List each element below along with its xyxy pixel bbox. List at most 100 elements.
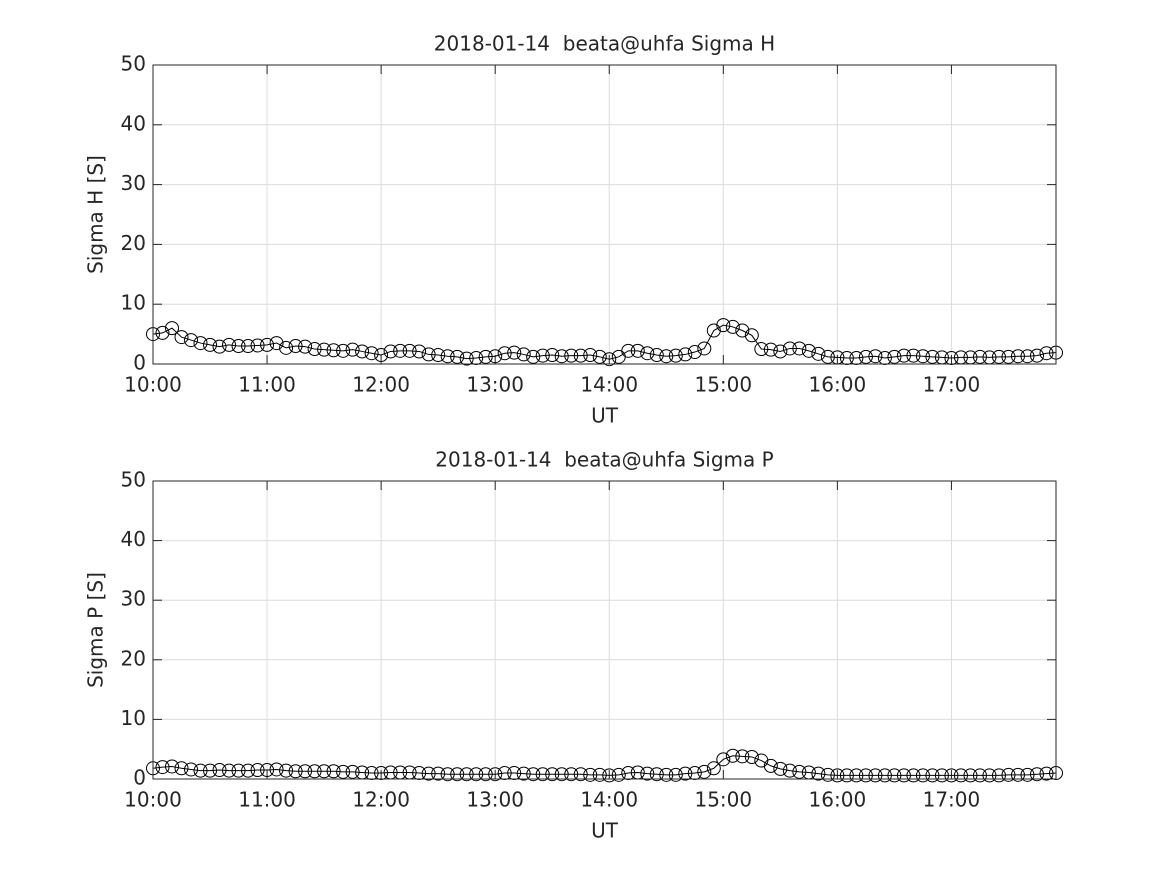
data-point [773, 761, 788, 776]
data-point [1029, 767, 1044, 782]
data-point [488, 767, 503, 782]
data-point [820, 349, 835, 364]
data-point [440, 349, 455, 364]
x-tick-label: 10:00 [124, 373, 182, 397]
data-point [516, 347, 531, 362]
data-point [193, 763, 208, 778]
data-point [668, 767, 683, 782]
data-point [906, 768, 921, 783]
data-point [469, 767, 484, 782]
data-point [963, 768, 978, 783]
y-tick-label: 50 [121, 52, 146, 76]
data-point [355, 344, 370, 359]
x-tick-label: 12:00 [352, 788, 410, 812]
data-point [250, 338, 265, 353]
data-point [269, 762, 284, 777]
y-tick-label: 50 [121, 468, 146, 492]
data-point [260, 337, 275, 352]
data-point [868, 349, 883, 364]
data-point [184, 762, 199, 777]
data-point [744, 328, 759, 343]
data-point [279, 340, 294, 355]
data-point [203, 337, 218, 352]
data-point [839, 351, 854, 366]
data-point [450, 767, 465, 782]
data-point [516, 766, 531, 781]
data-point [241, 763, 256, 778]
data-point [592, 767, 607, 782]
data-point [564, 348, 579, 363]
data-point [868, 768, 883, 783]
data-point [849, 768, 864, 783]
data-point [877, 351, 892, 366]
data-point [972, 768, 987, 783]
data-point [925, 768, 940, 783]
data-point [858, 768, 873, 783]
x-tick-label: 15:00 [694, 373, 752, 397]
x-tick-label: 10:00 [124, 788, 182, 812]
data-line [152, 324, 1057, 360]
data-point [811, 346, 826, 361]
plot-area [153, 481, 1056, 779]
data-point [155, 325, 170, 340]
data-point [839, 768, 854, 783]
data-point [811, 766, 826, 781]
data-point [374, 348, 389, 363]
data-point [535, 767, 550, 782]
data-point [478, 349, 493, 364]
data-point [412, 344, 427, 359]
data-point [678, 347, 693, 362]
data-point [298, 764, 313, 779]
data-point [1001, 767, 1016, 782]
y-tick-label: 10 [121, 291, 146, 315]
data-point [535, 348, 550, 363]
chart-title: 2018-01-14 beata@uhfa Sigma P [435, 448, 773, 472]
data-point [345, 342, 360, 357]
data-point [1039, 766, 1054, 781]
y-tick-label: 0 [133, 766, 146, 790]
data-point [545, 348, 560, 363]
data-point [573, 767, 588, 782]
data-point [896, 348, 911, 363]
data-point [1039, 346, 1054, 361]
data-point [668, 348, 683, 363]
data-point [782, 341, 797, 356]
data-point [716, 752, 731, 767]
data-point [507, 345, 522, 360]
data-point [526, 767, 541, 782]
data-point [1001, 349, 1016, 364]
data-point [953, 768, 968, 783]
x-tick-label: 14:00 [580, 788, 638, 812]
data-point [317, 342, 332, 357]
data-point [421, 347, 436, 362]
data-point [231, 763, 246, 778]
plot-area [153, 65, 1056, 364]
x-axis-label: UT [591, 819, 619, 843]
data-point [763, 758, 778, 773]
x-tick-label: 15:00 [694, 788, 752, 812]
data-point [421, 766, 436, 781]
data-point [982, 768, 997, 783]
data-point [716, 318, 731, 333]
data-point [469, 351, 484, 366]
data-point [1010, 767, 1025, 782]
data-point [336, 343, 351, 358]
data-point [554, 349, 569, 364]
data-point [944, 351, 959, 366]
data-point [706, 761, 721, 776]
data-point [184, 333, 199, 348]
data-point [222, 763, 237, 778]
x-tick-label: 13:00 [466, 788, 524, 812]
data-point [820, 767, 835, 782]
data-point [1010, 349, 1025, 364]
x-tick-label: 13:00 [466, 373, 524, 397]
data-point [288, 339, 303, 354]
data-point [773, 344, 788, 359]
x-axis-label: UT [591, 404, 619, 428]
data-point [735, 749, 750, 764]
data-point [526, 349, 541, 364]
data-point [573, 348, 588, 363]
y-tick-label: 0 [133, 351, 146, 375]
